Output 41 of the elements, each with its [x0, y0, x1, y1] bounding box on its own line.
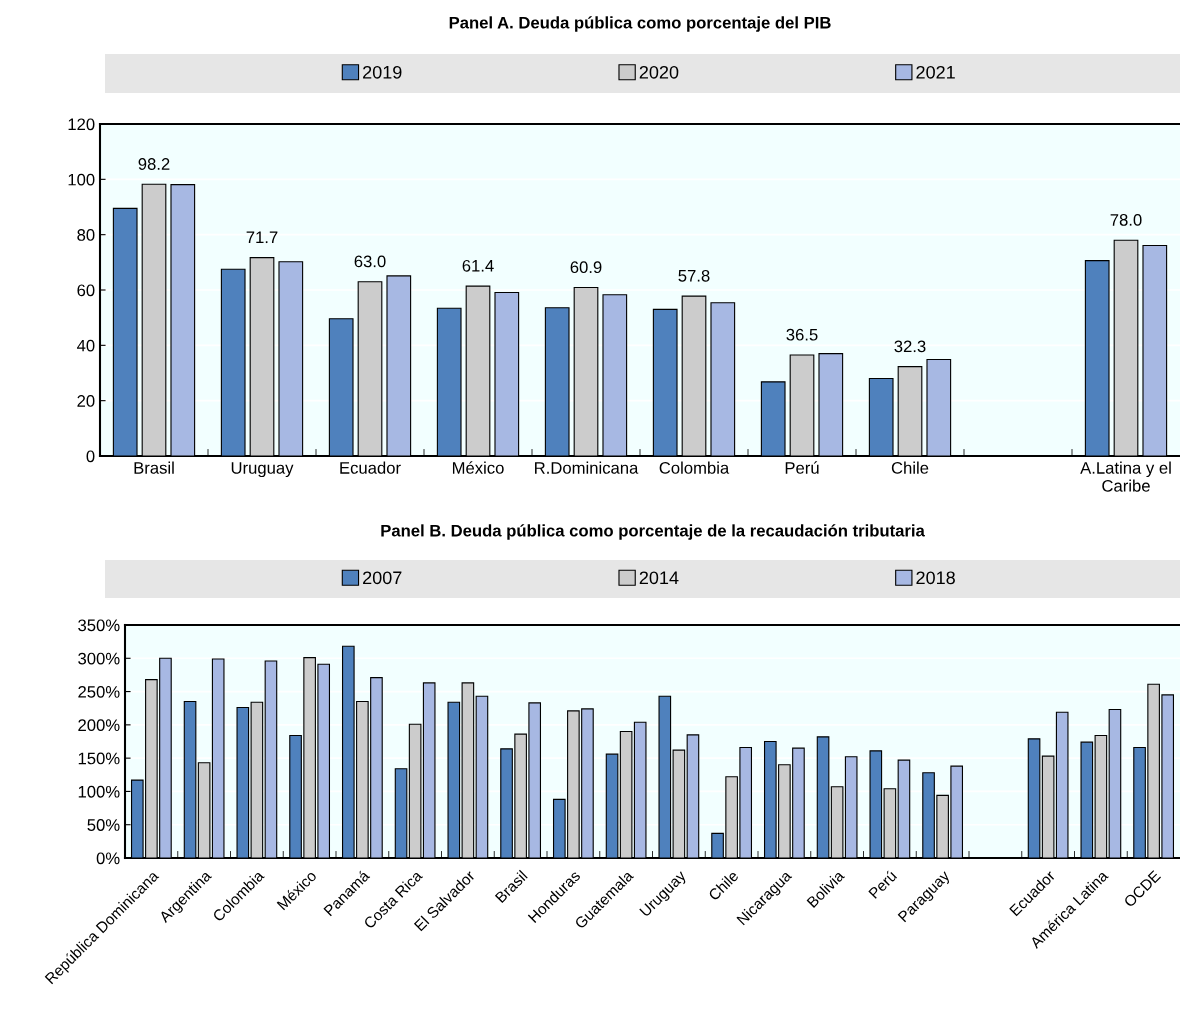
y-tick-label: 40 — [76, 339, 95, 352]
data-label: 78.0 — [1110, 213, 1142, 226]
x-tick-label: R.Dominicana — [535, 461, 639, 474]
y-tick-label: 0 — [86, 450, 95, 463]
legend-label: 2018 — [916, 571, 955, 585]
data-label: 63.0 — [354, 255, 386, 268]
legend-label: 2021 — [916, 65, 955, 79]
legend-label: 2007 — [363, 571, 402, 585]
y-tick-label: 20 — [77, 395, 95, 407]
legend-label: 2020 — [639, 65, 679, 79]
data-label: 57.8 — [678, 269, 710, 282]
data-label: 32.3 — [894, 340, 926, 353]
legend-label: 2019 — [363, 65, 402, 79]
y-tick-label: 50% — [87, 819, 120, 831]
y-tick-label: 120 — [68, 118, 95, 131]
chart-title: Panel A. Deuda pública como porcentaje del PIB — [449, 16, 831, 32]
x-tick-label: Chile — [891, 461, 929, 474]
x-tick-label: Perú — [785, 461, 819, 474]
legend-label: 2014 — [639, 571, 679, 585]
x-tick-label: Uruguay — [231, 462, 294, 478]
x-tick-label: México — [452, 461, 504, 474]
data-label: 60.9 — [570, 261, 602, 274]
x-tick-label: Colombia — [659, 461, 730, 474]
x-tick-label: Brasil — [134, 461, 174, 474]
data-label: 61.4 — [462, 259, 494, 272]
y-tick-label: 250% — [78, 685, 120, 698]
data-label: 98.2 — [138, 158, 170, 170]
x-tick-label: Ecuador — [340, 461, 401, 474]
y-tick-label: 350% — [78, 619, 120, 632]
y-tick-label: 100 — [68, 173, 95, 186]
y-tick-label: 150% — [78, 752, 120, 765]
x-tick-label: A.Latina y el Caribe — [1080, 461, 1171, 492]
chart-title: Panel B. Deuda pública como porcentaje de la recaudación tributaria — [381, 524, 925, 540]
y-tick-label: 80 — [77, 229, 95, 241]
y-tick-label: 200% — [78, 719, 120, 732]
y-tick-label: 0% — [96, 852, 120, 865]
y-tick-label: 100% — [78, 785, 120, 798]
y-tick-label: 300% — [78, 652, 120, 665]
data-label: 71.7 — [246, 231, 278, 244]
y-tick-label: 60 — [77, 284, 95, 297]
data-label: 36.5 — [786, 328, 818, 341]
